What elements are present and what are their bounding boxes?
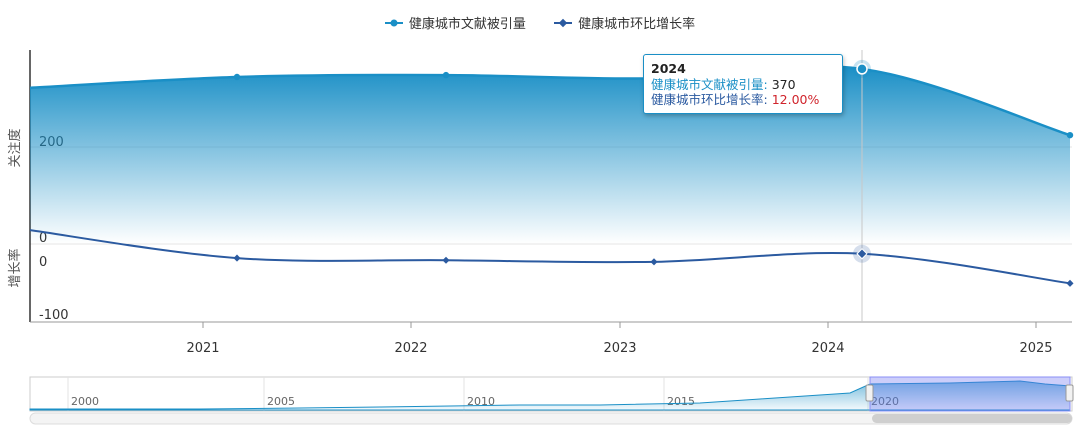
- y-tick-label-minus-100: -100: [39, 308, 69, 323]
- growth-point[interactable]: [233, 254, 241, 262]
- navigator-label: 2005: [267, 395, 295, 408]
- x-tick-label: 2024: [811, 341, 844, 356]
- y-tick-label-0-bottom: 0: [39, 255, 47, 270]
- chart-legend: 健康城市文献被引量 健康城市环比增长率: [0, 13, 1080, 32]
- legend-line-icon: [384, 19, 403, 26]
- legend-line-icon: [554, 18, 573, 27]
- tooltip-series-name: 健康城市文献被引量: [651, 76, 764, 92]
- citations-point[interactable]: [442, 71, 450, 79]
- citations-point[interactable]: [1066, 131, 1074, 139]
- top-y-axis-title: 关注度: [7, 128, 23, 167]
- legend-item-growth[interactable]: 健康城市环比增长率: [554, 13, 695, 32]
- navigator: 20002005201020152020: [29, 376, 1074, 425]
- tooltip-row-citations: 健康城市文献被引量: 370: [651, 77, 835, 93]
- navigator-label: 2000: [71, 395, 99, 408]
- growth-point[interactable]: [442, 256, 450, 264]
- x-tick-label: 2021: [186, 341, 219, 356]
- tooltip: 2024 健康城市文献被引量: 370 健康城市环比增长率: 12.00%: [643, 54, 843, 114]
- x-tick-label: 2022: [394, 341, 427, 356]
- tooltip-value-citations: 370: [771, 76, 796, 92]
- bottom-y-axis-title: 增长率: [7, 248, 23, 287]
- tooltip-separator: :: [763, 92, 768, 107]
- legend-label-citations: 健康城市文献被引量: [408, 17, 526, 32]
- scrollbar-thumb[interactable]: [872, 414, 1072, 423]
- tooltip-title: 2024: [651, 61, 686, 76]
- tooltip-separator: :: [763, 76, 768, 92]
- legend-label-growth: 健康城市环比增长率: [578, 17, 696, 32]
- navigator-left-handle[interactable]: [865, 384, 874, 402]
- x-tick-label: 2023: [603, 341, 636, 356]
- x-tick-label: 2025: [1019, 341, 1052, 356]
- tooltip-row-growth: 健康城市环比增长率: 12.00%: [651, 92, 835, 108]
- growth-point[interactable]: [650, 258, 658, 266]
- citations-line: [29, 64, 1071, 137]
- growth-point[interactable]: [856, 248, 868, 260]
- navigator-label: 2010: [467, 395, 495, 408]
- tooltip-value-growth: 12.00%: [771, 92, 820, 107]
- navigator-right-handle[interactable]: [1065, 384, 1074, 402]
- navigator-selected-range[interactable]: [869, 376, 1071, 412]
- legend-item-citations[interactable]: 健康城市文献被引量: [384, 13, 526, 32]
- citations-point[interactable]: [233, 73, 241, 81]
- growth-point[interactable]: [1066, 279, 1074, 287]
- tooltip-series-name: 健康城市环比增长率: [651, 92, 764, 107]
- growth-line: [29, 229, 1071, 285]
- citations-area: [30, 66, 1070, 244]
- citations-point[interactable]: [856, 63, 868, 75]
